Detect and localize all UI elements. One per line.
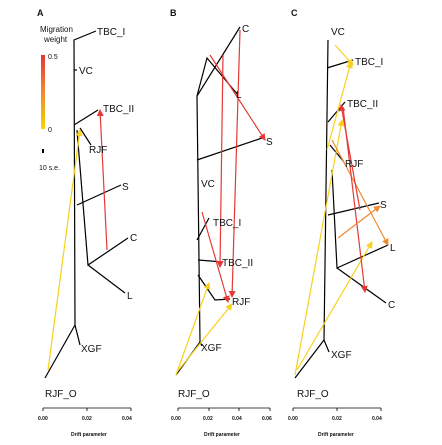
panel-a-tick-label: 0.02 xyxy=(82,416,92,422)
panel-c-node-label: TBC_II xyxy=(347,99,378,110)
panel-a-x-axis: 0.00 0.02 0.04 Drift parameter xyxy=(38,407,132,438)
panel-c-x-axis: 0.00 0.02 0.04 Drift parameter xyxy=(288,407,382,438)
panel-a-migration-edge xyxy=(47,129,83,371)
panel-b-node-label: RJF xyxy=(232,297,250,308)
panel-c-migration-edge xyxy=(338,104,361,211)
panel-c-node-label: S xyxy=(380,200,387,211)
panel-b-tick-label: 0.06 xyxy=(262,416,272,422)
panel-b-node-label: VC xyxy=(201,179,215,190)
panel-a-node-label: XGF xyxy=(81,344,102,355)
panel-c-axis-title: Drift parameter xyxy=(318,432,354,438)
panel-c-tick-label: 0.02 xyxy=(332,416,342,422)
panel-b-tick-label: 0.00 xyxy=(171,416,181,422)
panel-c-node-label: RJF xyxy=(345,159,363,170)
panel-b-x-axis: 0.00 0.02 0.04 0.06 Drift parameter xyxy=(171,407,272,438)
panel-c-migration-edge xyxy=(331,139,389,246)
panel-b-migration-edge xyxy=(201,211,230,303)
panel-c-tick-label: 0.04 xyxy=(372,416,382,422)
panel-c-migration-edge xyxy=(294,119,345,376)
panel-a-node-label: TBC_II xyxy=(103,104,134,115)
panel-a-node-label: VC xyxy=(79,66,93,77)
panel-a-node-label: S xyxy=(122,182,129,193)
panel-c-migration-edge xyxy=(334,44,354,66)
legend-color-bar xyxy=(41,55,45,129)
legend-title-line2: weight xyxy=(43,35,68,44)
panel-b-migration-edge xyxy=(216,54,224,268)
panel-b-node-label: TBC_II xyxy=(222,258,253,269)
panel-c-node-label: TBC_I xyxy=(355,57,383,68)
panel-a-node-label: RJF xyxy=(89,145,107,156)
legend-min-label: 0 xyxy=(48,127,52,134)
panel-b-node-label: C xyxy=(242,24,249,35)
panel-b-tick-label: 0.04 xyxy=(232,416,242,422)
panel-c-tick-label: 0.00 xyxy=(288,416,298,422)
panel-c-node-label: XGF xyxy=(331,350,352,361)
legend-title-line1: Migration xyxy=(40,25,73,34)
panel-b-node-label: XGF xyxy=(201,343,222,354)
legend: Migration weight 0.5 0 10 s.e. xyxy=(39,25,73,172)
panel-a-tick-label: 0.04 xyxy=(122,416,132,422)
scale-bar xyxy=(42,149,44,153)
panel-a-migration-edge xyxy=(96,109,108,251)
panel-c-node-label: L xyxy=(390,243,396,254)
panel-c-migration-edge xyxy=(337,205,381,239)
panel-a-node-label: RJF_O xyxy=(45,389,77,400)
panel-b-node-label: L xyxy=(236,90,242,101)
panel-b: B C L S VC TBC_I TBC_II RJF XGF RJF_O 0.… xyxy=(170,8,273,438)
panel-a-label: A xyxy=(37,8,44,18)
panel-b-axis-title: Drift parameter xyxy=(204,432,240,438)
panel-c-tree xyxy=(294,39,389,379)
scale-bar-label: 10 s.e. xyxy=(39,165,60,172)
panel-c-label: C xyxy=(291,8,298,18)
panel-c-node-label: RJF_O xyxy=(297,389,329,400)
panel-a-node-label: C xyxy=(130,233,137,244)
panel-b-node-label: S xyxy=(266,137,273,148)
panel-a-tree xyxy=(44,30,129,379)
panel-a-node-label: L xyxy=(127,291,133,302)
panel-c: C VC TBC_I TBC_II RJF S L C XGF RJF_O xyxy=(288,8,396,438)
panel-a-tick-label: 0.00 xyxy=(38,416,48,422)
panel-b-tree xyxy=(175,26,263,376)
panel-a: A Migration weight 0.5 0 10 s.e. TBC_I xyxy=(37,8,137,438)
panel-b-migration-edge xyxy=(175,282,211,376)
panel-c-node-label: VC xyxy=(331,27,345,38)
legend-max-label: 0.5 xyxy=(48,54,58,61)
panel-b-migration-edge xyxy=(176,303,233,373)
panel-b-node-label: RJF_O xyxy=(178,389,210,400)
panel-b-tick-label: 0.02 xyxy=(203,416,213,422)
panel-c-migration-edge xyxy=(296,241,373,371)
panel-a-node-label: TBC_I xyxy=(97,27,125,38)
panel-b-node-label: TBC_I xyxy=(213,218,241,229)
panel-a-axis-title: Drift parameter xyxy=(71,432,107,438)
panel-b-migration-edge xyxy=(228,29,241,298)
panel-c-node-label: C xyxy=(388,300,395,311)
panel-b-label: B xyxy=(170,8,177,18)
